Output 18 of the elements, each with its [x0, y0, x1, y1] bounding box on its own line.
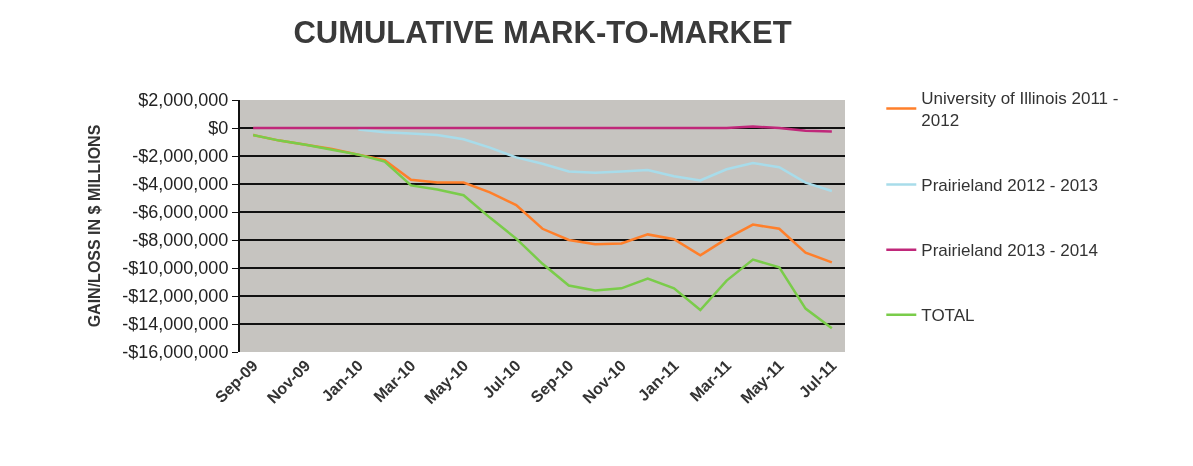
line-series	[357, 128, 834, 193]
y-tick-label: $2,000,000	[138, 90, 229, 111]
y-tick-label: -$2,000,000	[132, 146, 229, 167]
y-tick-label: -$16,000,000	[122, 342, 229, 363]
y-tick-label: -$4,000,000	[132, 174, 229, 195]
y-tick-label: -$10,000,000	[122, 258, 229, 279]
legend-label: Prairieland 2013 - 2014	[921, 241, 1099, 261]
chart-title: CUMULATIVE MARK-TO-MARKET	[293, 15, 792, 51]
legend-label: University of Illinois 2011 - 2012	[921, 89, 1119, 131]
legend-label: TOTAL	[921, 306, 975, 326]
y-tick-label: -$12,000,000	[122, 286, 229, 307]
y-tick-label: -$8,000,000	[132, 230, 229, 251]
y-tick-label: -$6,000,000	[132, 202, 229, 223]
line-series	[251, 133, 834, 330]
y-tick-label: $0	[208, 118, 229, 139]
y-tick-label: -$14,000,000	[122, 314, 229, 335]
legend-label: Prairieland 2012 - 2013	[921, 176, 1099, 196]
y-axis-title: GAIN/LOSS IN $ MILLIONS	[85, 124, 103, 328]
